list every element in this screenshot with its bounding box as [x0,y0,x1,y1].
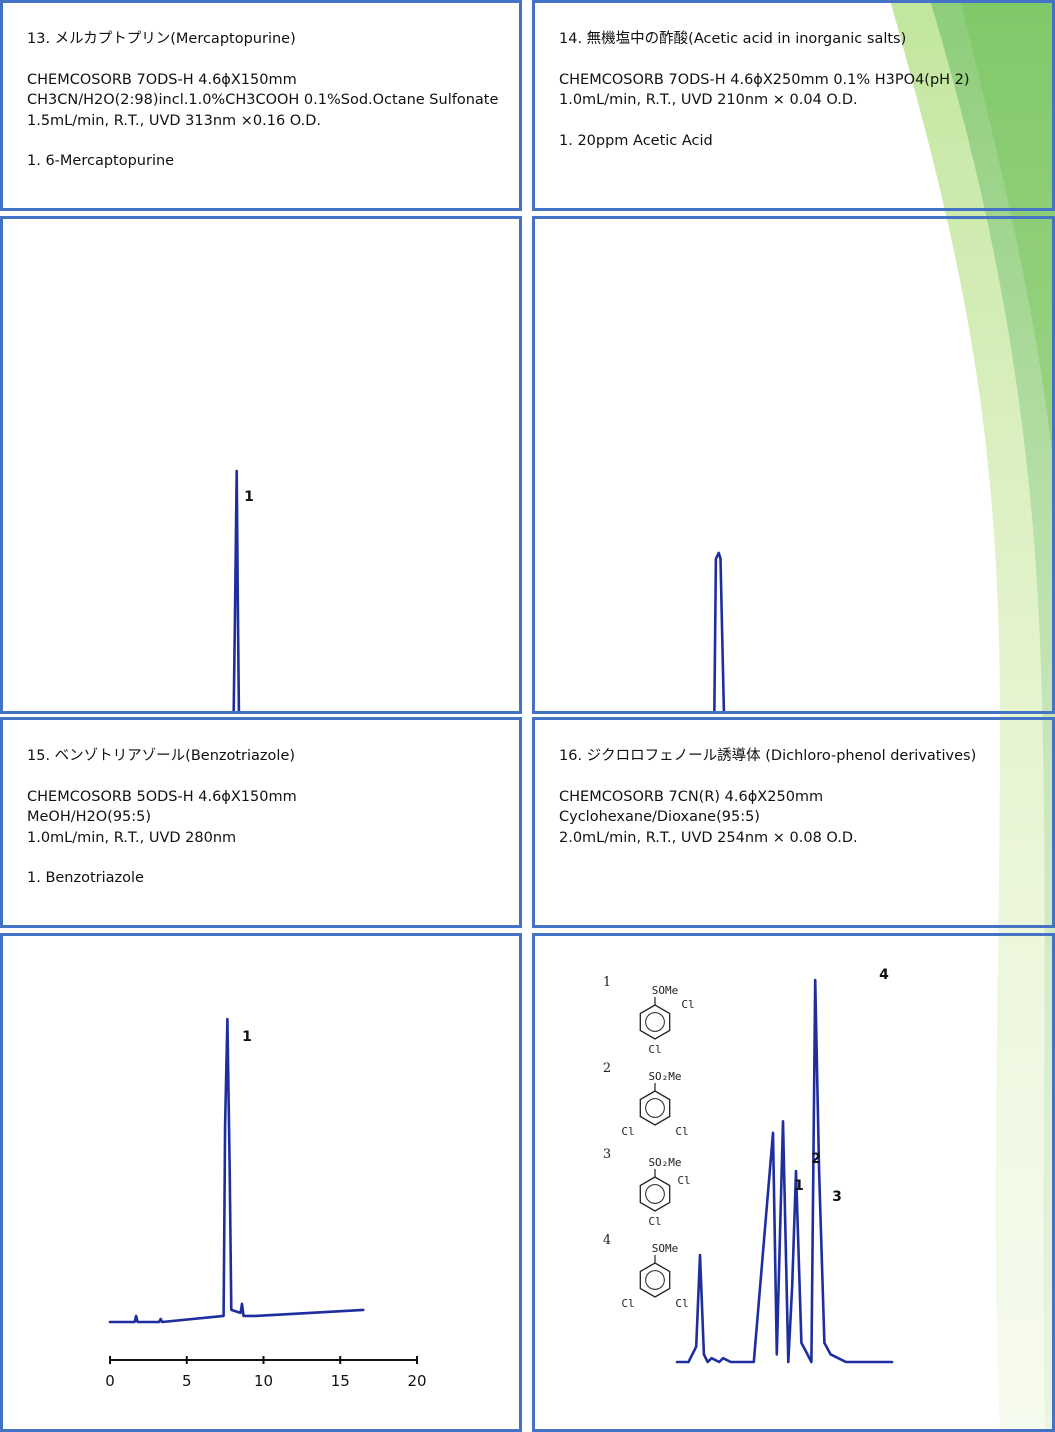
benzene-ring-icon [639,1004,671,1040]
chlorine-label: Cl [621,1297,634,1310]
panel-15-info: 15. ベンゾトリアゾール(Benzotriazole) CHEMCOSORB … [0,717,522,928]
benzene-ring-icon [639,1176,671,1212]
condition-line: CHEMCOSORB 5ODS-H 4.6ϕX150mm [27,788,297,805]
peak-description: 1. 20ppm Acetic Acid [559,132,713,149]
chromatogram-trace [108,1017,365,1324]
chlorine-label: Cl [648,1215,661,1228]
benzene-ring-inner-icon [645,1098,665,1118]
peak-label: 4 [879,967,889,983]
peak-label: 1 [794,1178,804,1194]
chromatogram-trace [713,551,726,711]
chromatogram-14-plot: 0510151 [713,551,726,711]
chromatogram-13-plot: 0510151 [232,469,254,711]
substituent-label: SOMe [652,984,679,997]
structure-number: 1 [603,975,611,990]
chromatogram-13: 0510151 [0,216,522,714]
condition-line: MeOH/H2O(95:5) [27,809,152,825]
condition-line: CHEMCOSORB 7CN(R) 4.6ϕX250mm [559,788,824,805]
structure-number: 4 [603,1233,611,1248]
panel-title: 16. ジクロロフェノール誘導体 (Dichloro-phenol deriva… [559,748,977,764]
chromatogram-trace [232,469,241,711]
chlorine-label: Cl [675,1125,688,1138]
substituent-label: SOMe [652,1242,679,1255]
condition-line: 1.0mL/min, R.T., UVD 280nm [27,829,237,846]
panel-title: 15. ベンゾトリアゾール(Benzotriazole) [27,748,296,764]
panel-title: 14. 無機塩中の酢酸(Acetic acid in inorganic sal… [559,31,907,47]
peak-label: 1 [244,489,254,505]
x-tick-label: 15 [331,1372,350,1390]
chromatogram-14: 0510151 [532,216,1055,714]
chlorine-label: Cl [677,1174,690,1187]
condition-line: 2.0mL/min, R.T., UVD 254nm × 0.08 O.D. [559,829,858,846]
condition-line: 1.5mL/min, R.T., UVD 313nm ×0.16 O.D. [27,112,322,129]
condition-line: CHEMCOSORB 7ODS-H 4.6ϕX150mm [27,71,297,88]
benzene-ring-inner-icon [645,1184,665,1204]
peak-label: 1 [242,1029,252,1045]
peak-description: 1. 6-Mercaptopurine [27,153,175,169]
structure-number: 2 [603,1061,611,1076]
substituent-label: SO₂Me [648,1070,681,1083]
x-tick-label: 10 [254,1372,273,1390]
x-tick-label: 0 [105,1372,115,1390]
chlorine-label: Cl [681,998,694,1011]
condition-line: Cyclohexane/Dioxane(95:5) [559,809,760,825]
x-tick-label: 20 [407,1372,426,1390]
chlorine-label: Cl [675,1297,688,1310]
chlorine-label: Cl [621,1125,634,1138]
benzene-ring-inner-icon [645,1270,665,1290]
chromatogram-15: 0 5 10 15 20 1 [0,933,522,1432]
chromatogram-16: 1 2 3 4 1 SOMe Cl Cl 2 SO₂Me Cl Cl 3 SO₂Me Cl Cl 4 SOMe Cl… [532,933,1055,1432]
structure-number: 3 [603,1147,611,1162]
condition-line: 1.0mL/min, R.T., UVD 210nm × 0.04 O.D. [559,92,858,108]
chromatogram-trace [675,978,894,1364]
peak-label: 2 [811,1151,821,1167]
condition-line: CHEMCOSORB 7ODS-H 4.6ϕX250mm 0.1% H3PO4(… [559,71,970,88]
benzene-ring-icon [639,1090,671,1126]
x-tick-label: 5 [182,1372,192,1390]
substituent-label: SO₂Me [648,1156,681,1169]
panel-title: 13. メルカプトプリン(Mercaptopurine) [27,31,296,47]
panel-14-info: 14. 無機塩中の酢酸(Acetic acid in inorganic sal… [532,0,1055,211]
panel-13-info: 13. メルカプトプリン(Mercaptopurine) CHEMCOSORB … [0,0,522,211]
chlorine-label: Cl [648,1043,661,1056]
panel-16-info: 16. ジクロロフェノール誘導体 (Dichloro-phenol deriva… [532,717,1055,928]
benzene-ring-icon [639,1262,671,1298]
chromatogram-15-plot: 0 5 10 15 20 1 [105,1017,427,1390]
peak-description: 1. Benzotriazole [27,870,144,886]
peak-label: 3 [832,1189,842,1205]
condition-line: CH3CN/H2O(2:98)incl.1.0%CH3COOH 0.1%Sod.… [27,92,499,108]
benzene-ring-inner-icon [645,1012,665,1032]
